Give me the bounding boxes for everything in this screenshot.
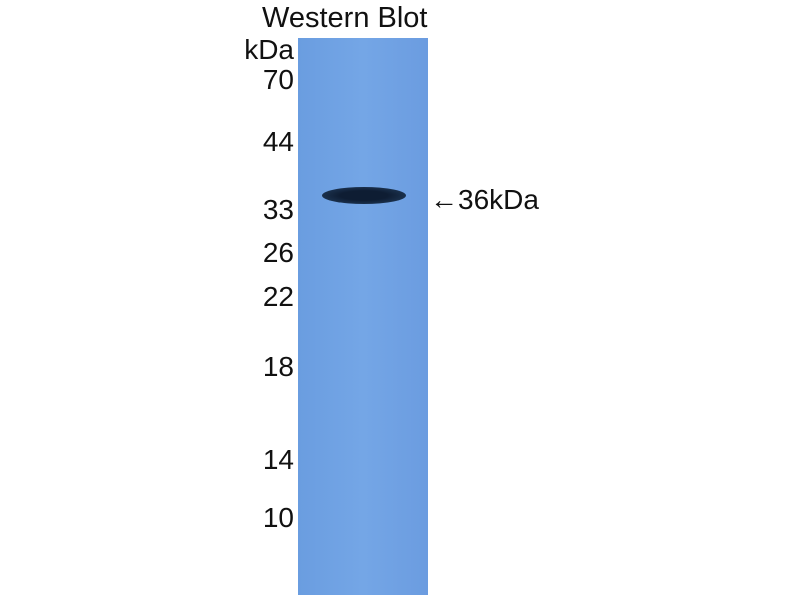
blot-membrane [298, 38, 428, 595]
marker-70: 70 [262, 64, 294, 95]
marker-44: 44 [262, 126, 294, 157]
protein-band [322, 187, 406, 204]
marker-26: 26 [262, 237, 294, 268]
marker-22: 22 [262, 281, 294, 312]
unit-label: kDa [244, 34, 294, 65]
marker-10: 10 [262, 502, 294, 533]
marker-18: 18 [262, 351, 294, 382]
marker-33: 33 [262, 194, 294, 225]
figure-title: Western Blot [262, 2, 428, 34]
band-annotation: ←36kDa [430, 184, 539, 215]
marker-14: 14 [262, 444, 294, 475]
